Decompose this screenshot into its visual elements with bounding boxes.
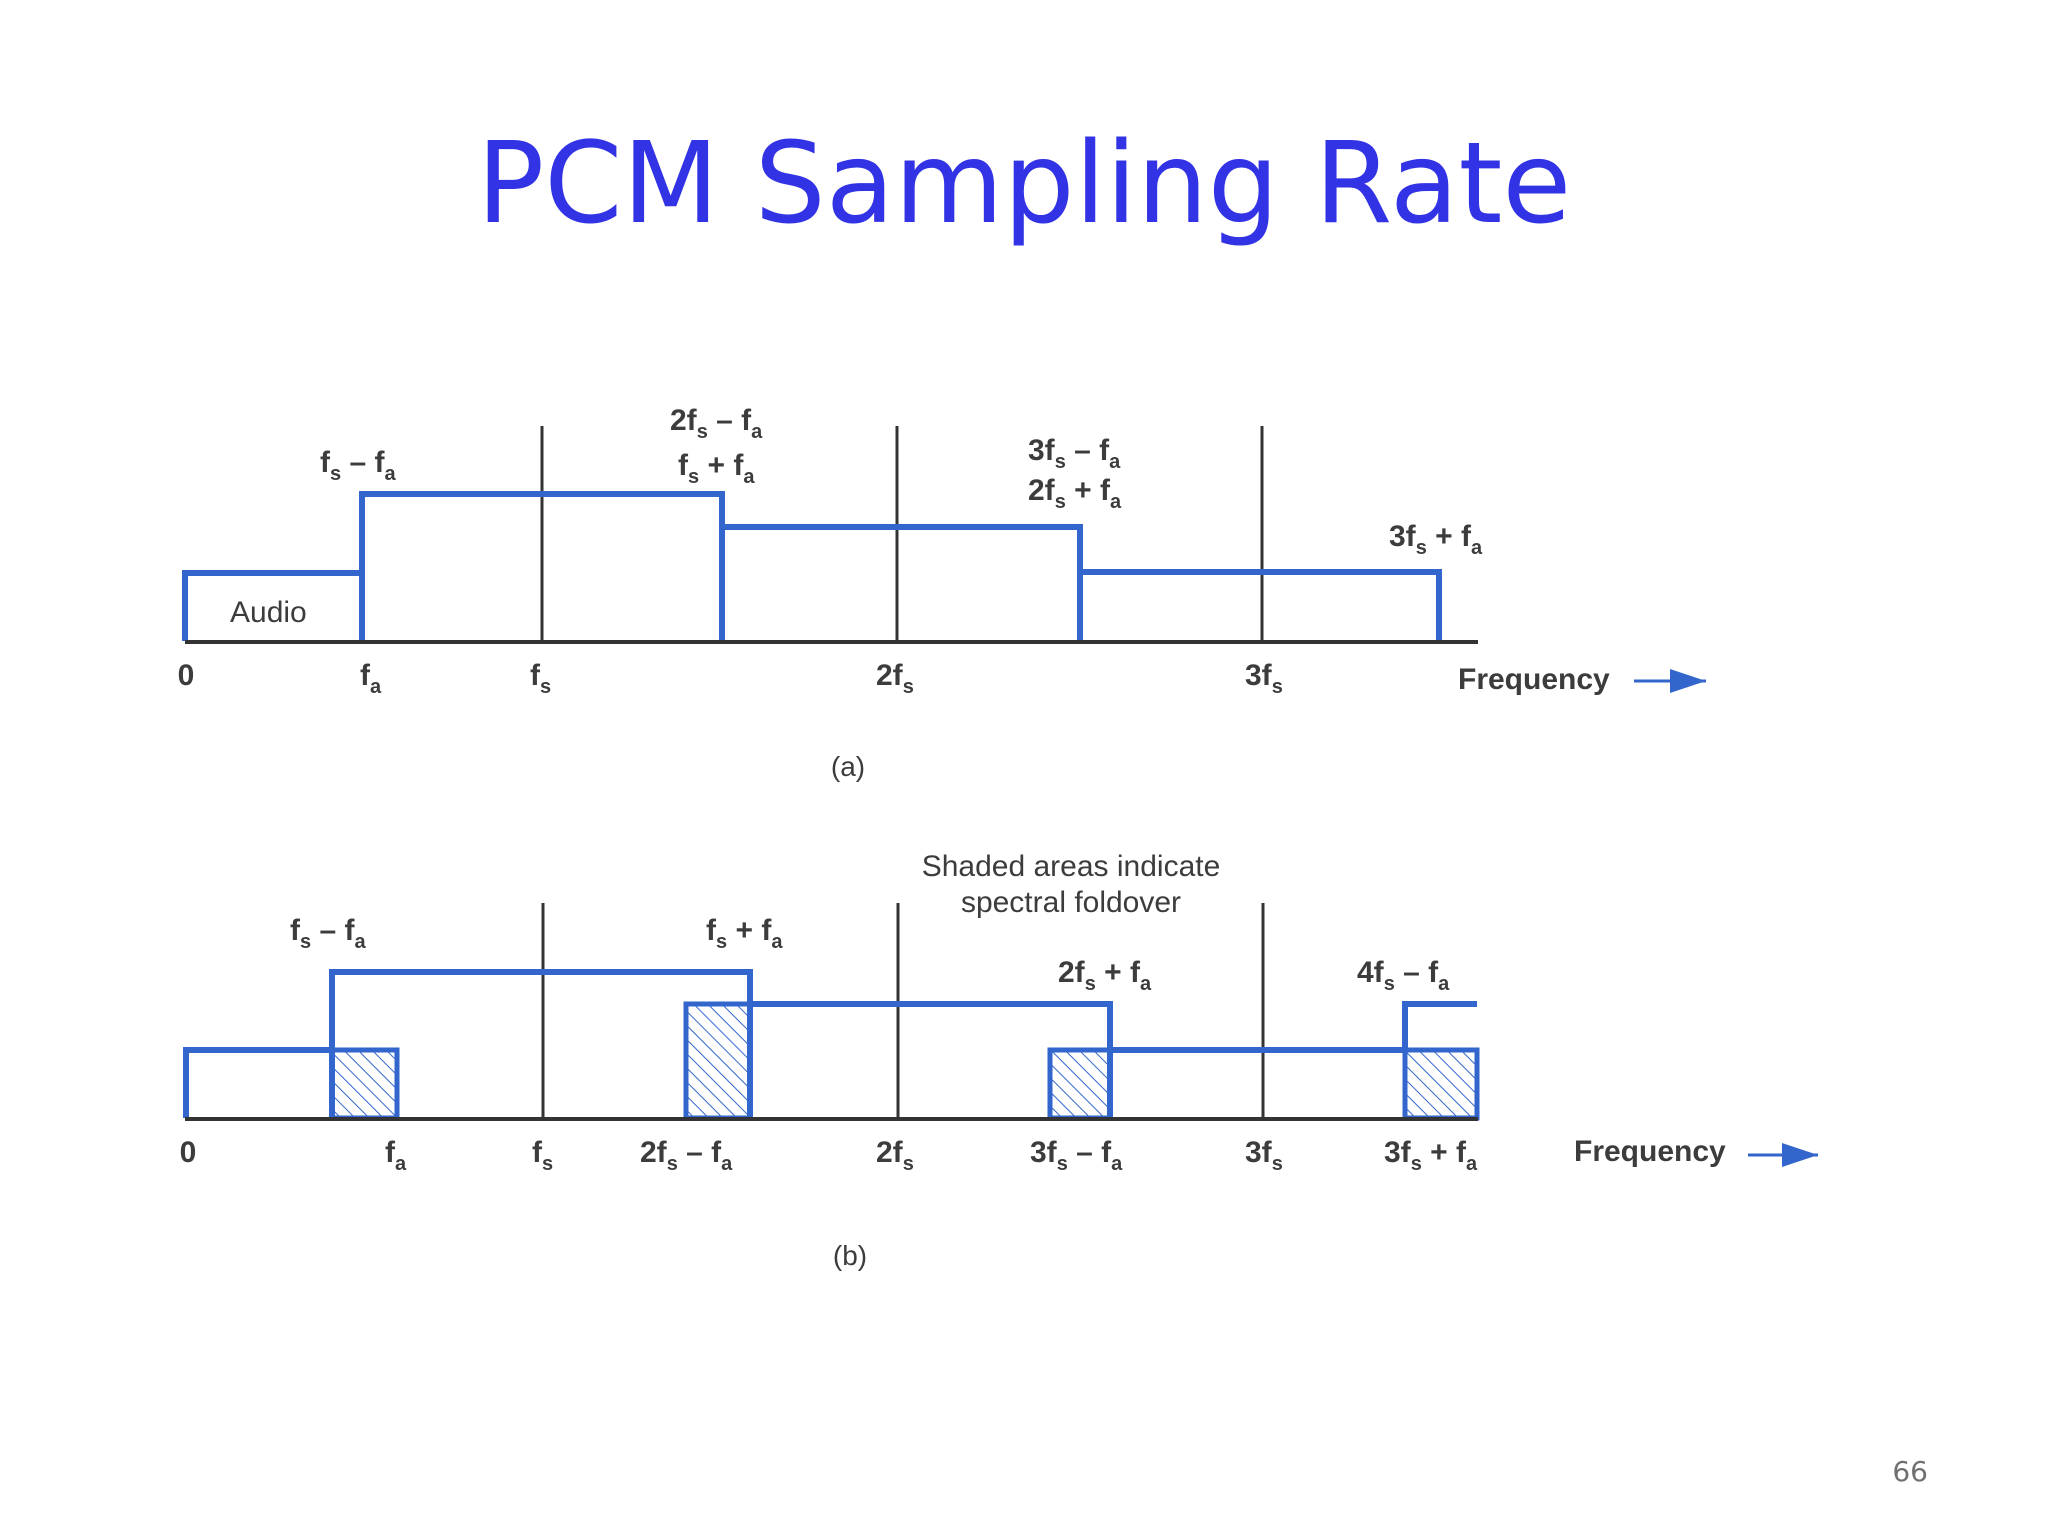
band-label-a-3: 3fs – fa bbox=[1028, 434, 1121, 473]
band-label-b-1: fs + fa bbox=[706, 914, 783, 953]
band-label-a-0: fs – fa bbox=[320, 446, 396, 485]
band-label-a-1: 2fs – fa bbox=[670, 404, 763, 443]
band-3fs-fa-to-3fs-plus-fa bbox=[1080, 569, 1442, 641]
tick-b-0: 0 bbox=[180, 1136, 197, 1169]
band-b-1 bbox=[329, 969, 753, 1118]
band-label-a-2: fs + fa bbox=[678, 449, 755, 488]
tick-a-fs: fs bbox=[530, 659, 551, 698]
foldover-note-line2: spectral foldover bbox=[961, 886, 1181, 919]
band-b-2 bbox=[750, 1001, 1113, 1118]
band-label-b-3: 4fs – fa bbox=[1357, 956, 1450, 995]
audio-band-b bbox=[183, 1047, 332, 1118]
foldover-4 bbox=[1402, 1047, 1480, 1121]
band-2fs-fa-to-2fs-plus-fa bbox=[722, 524, 1083, 641]
band-fs-fa-to-fs-plus-fa bbox=[359, 491, 725, 641]
tick-a-2fs: 2fs bbox=[876, 659, 914, 698]
page-number: 66 bbox=[1892, 1455, 1928, 1488]
tick-b-3fs-fa2: 3fs + fa bbox=[1384, 1136, 1478, 1175]
tick-b-2fs: 2fs bbox=[876, 1136, 914, 1175]
band-b-4 bbox=[1402, 1001, 1477, 1050]
audio-band bbox=[182, 570, 362, 641]
tick-b-2fs-fa: 2fs – fa bbox=[640, 1136, 733, 1175]
audio-label: Audio bbox=[230, 596, 307, 629]
tick-b-fs: fs bbox=[532, 1136, 553, 1175]
tick-a-3fs: 3fs bbox=[1245, 659, 1283, 698]
tick-b-3fs: 3fs bbox=[1245, 1136, 1283, 1175]
band-label-b-2: 2fs + fa bbox=[1058, 956, 1152, 995]
band-label-a-4: 2fs + fa bbox=[1028, 474, 1122, 513]
foldover-2 bbox=[683, 1001, 753, 1121]
tick-a-fa: fa bbox=[360, 659, 382, 698]
tick-b-3fs-fa: 3fs – fa bbox=[1030, 1136, 1123, 1175]
foldover-1 bbox=[329, 1047, 400, 1121]
slide-title: PCM Sampling Rate bbox=[476, 119, 1572, 249]
axis-label-a: Frequency bbox=[1458, 663, 1610, 696]
diagram-b: Shaded areas indicate spectral foldover … bbox=[180, 850, 1818, 1271]
tick-b-fa: fa bbox=[385, 1136, 407, 1175]
foldover-3 bbox=[1047, 1047, 1113, 1121]
axis-label-b: Frequency bbox=[1574, 1135, 1726, 1168]
caption-a: (a) bbox=[831, 751, 865, 782]
diagram-a: Audio 0 fa fs 2fs 3fs fs – fa 2fs – fa f… bbox=[178, 404, 1706, 782]
caption-b: (b) bbox=[833, 1240, 867, 1271]
band-label-b-0: fs – fa bbox=[290, 914, 366, 953]
tick-a-0: 0 bbox=[178, 659, 195, 692]
foldover-note-line1: Shaded areas indicate bbox=[922, 850, 1221, 883]
band-label-a-5: 3fs + fa bbox=[1389, 520, 1483, 559]
